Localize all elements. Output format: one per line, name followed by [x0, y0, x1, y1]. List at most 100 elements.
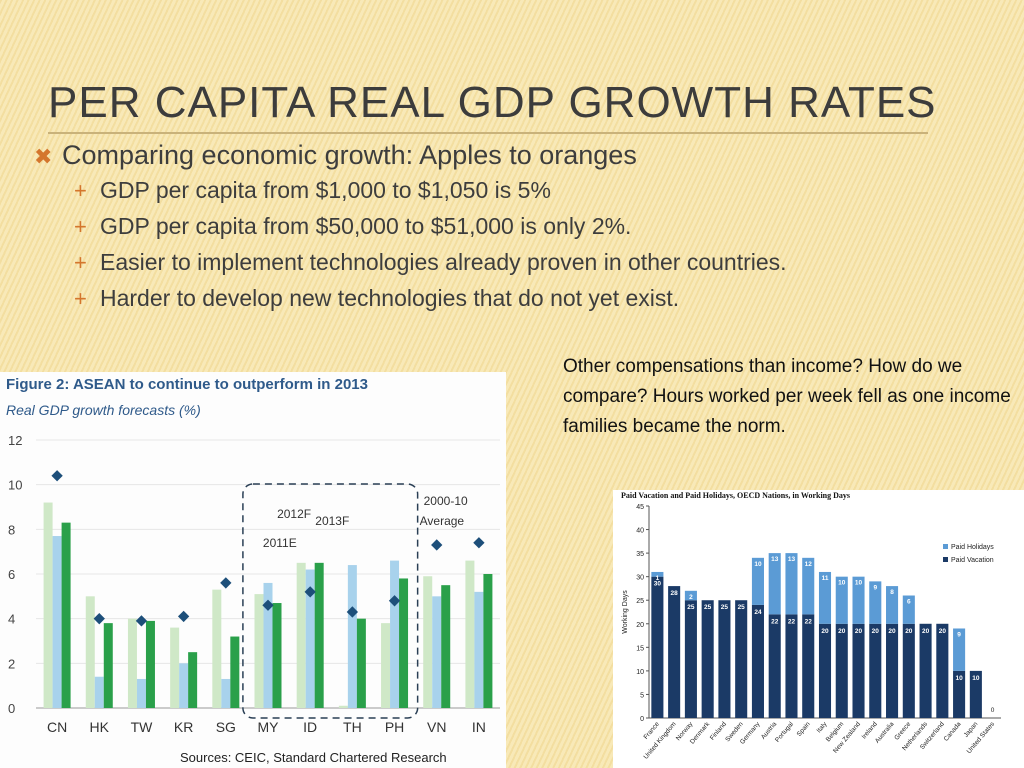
x-tick-label: Spain	[796, 720, 812, 738]
bar-paid-vacation	[818, 623, 832, 718]
data-label-holidays: 10	[838, 580, 846, 587]
bullet-list: ✖ Comparing economic growth: Apples to o…	[34, 140, 994, 321]
y-tick-label: 8	[8, 522, 15, 537]
annotation-2011e: 2011E	[263, 536, 297, 550]
bar-2011e-in	[465, 560, 475, 708]
subbullet-item: + Harder to develop new technologies tha…	[74, 285, 994, 312]
bar-2011e-th	[338, 705, 348, 708]
bar-paid-holidays	[802, 557, 815, 615]
bar-paid-vacation	[651, 576, 664, 718]
bar-2012f-in	[474, 591, 484, 708]
data-label-vacation: 28	[671, 590, 679, 597]
data-label-vacation: 25	[738, 604, 746, 611]
x-tick-label: Portugal	[774, 720, 795, 743]
y-tick-label: 12	[8, 433, 22, 448]
bar-2011e-tw	[127, 618, 137, 708]
bar-2012f-cn	[52, 536, 62, 708]
x-tick-label: ID	[303, 719, 317, 735]
plus-icon: +	[74, 178, 87, 203]
legend-swatch-holidays	[943, 544, 948, 549]
bar-2012f-kr	[179, 663, 189, 708]
data-label-vacation: 25	[704, 604, 712, 611]
data-label-vacation: 22	[788, 618, 796, 625]
bar-2011e-ph	[381, 623, 391, 708]
bar-2011e-id	[296, 562, 306, 708]
chart-subtitle: Real GDP growth forecasts (%)	[6, 402, 201, 418]
annotation-average: Average	[420, 514, 465, 528]
y-tick-label: 40	[636, 528, 644, 535]
x-tick-label: KR	[174, 719, 193, 735]
average-marker-vn	[431, 539, 443, 551]
subbullet-item: + GDP per capita from $1,000 to $1,050 i…	[74, 177, 994, 204]
bar-2012f-sg	[221, 678, 231, 708]
bar-paid-vacation	[886, 623, 899, 718]
data-label-holidays: 8	[890, 589, 894, 596]
bar-paid-vacation	[869, 623, 882, 718]
bar-paid-holidays	[651, 571, 664, 577]
bar-paid-holidays	[818, 571, 832, 624]
bar-paid-vacation	[852, 623, 865, 718]
bullet-text: Comparing economic growth: Apples to ora…	[62, 140, 637, 170]
data-label-vacation: 25	[721, 604, 729, 611]
slide-title: PER CAPITA REAL GDP GROWTH RATES	[48, 78, 937, 127]
data-label-holidays: 12	[805, 561, 813, 568]
bullet-item: ✖ Comparing economic growth: Apples to o…	[34, 140, 994, 171]
bar-paid-vacation	[735, 600, 748, 718]
data-label-holidays: 10	[754, 561, 762, 568]
bar-paid-holidays	[953, 628, 966, 671]
oecd-vacation-chart: 0 5 10 15 20 25 30 35 40 45 Working Days 30 1 France 2…	[613, 490, 1024, 768]
data-label-holidays: 6	[907, 599, 911, 606]
bar-2012f-ph	[390, 560, 400, 708]
subbullet-item: + GDP per capita from $50,000 to $51,000…	[74, 213, 994, 240]
average-marker-id	[304, 586, 316, 598]
side-note: Other compensations than income? How do …	[563, 356, 1011, 437]
y-tick-label: 0	[8, 701, 15, 716]
data-label-holidays: 13	[771, 556, 779, 563]
bar-paid-holidays	[751, 557, 764, 605]
y-tick-label: 15	[636, 645, 644, 652]
x-tick-label: VN	[427, 719, 446, 735]
bar-2013f-hk	[103, 623, 113, 708]
bar-2013f-my	[272, 603, 282, 708]
y-tick-label: 4	[8, 612, 15, 627]
y-tick-label: 10	[8, 478, 22, 493]
data-label-holidays: 10	[855, 580, 863, 587]
x-tick-label: Italy	[816, 720, 830, 734]
data-label-holidays: 2	[689, 594, 693, 601]
y-axis-label: Working Days	[622, 590, 629, 634]
bar-2013f-in	[483, 574, 493, 708]
bar-2011e-kr	[170, 627, 180, 708]
bar-paid-vacation	[969, 670, 982, 718]
y-tick-label: 5	[640, 692, 644, 699]
data-label-vacation: 22	[805, 618, 813, 625]
data-label-holidays: 11	[822, 575, 829, 582]
annotation-2013f: 2013F	[315, 514, 349, 528]
annotation-2012f: 2012F	[277, 507, 311, 521]
bar-paid-holidays	[684, 590, 697, 601]
bar-paid-holidays	[768, 553, 781, 615]
bar-2011e-hk	[85, 596, 95, 708]
bar-paid-holidays	[902, 595, 915, 624]
x-tick-label: MY	[258, 719, 280, 735]
bar-2012f-th	[347, 565, 357, 708]
bar-paid-vacation	[768, 614, 781, 718]
y-tick-label: 45	[636, 504, 644, 511]
x-tick-label: SG	[216, 719, 236, 735]
x-tick-label: CN	[47, 719, 67, 735]
data-label-vacation: 20	[855, 628, 863, 635]
data-label-holidays: 9	[957, 631, 961, 638]
plus-icon: +	[74, 250, 87, 275]
bar-paid-vacation	[802, 614, 815, 718]
data-label-vacation: 10	[955, 675, 963, 682]
data-label-vacation: 20	[939, 628, 947, 635]
bar-paid-vacation	[751, 604, 764, 718]
chart-title: Figure 2: ASEAN to continue to outperfor…	[6, 376, 368, 393]
bar-paid-vacation	[718, 600, 731, 718]
subbullet-text: Harder to develop new technologies that …	[100, 285, 680, 311]
bar-2013f-ph	[399, 578, 409, 708]
annotation-2000-10: 2000-10	[424, 494, 468, 508]
plus-icon: +	[74, 214, 87, 239]
bar-2013f-sg	[230, 636, 240, 708]
bar-2012f-vn	[432, 596, 442, 708]
data-label-vacation: 0	[991, 707, 995, 714]
